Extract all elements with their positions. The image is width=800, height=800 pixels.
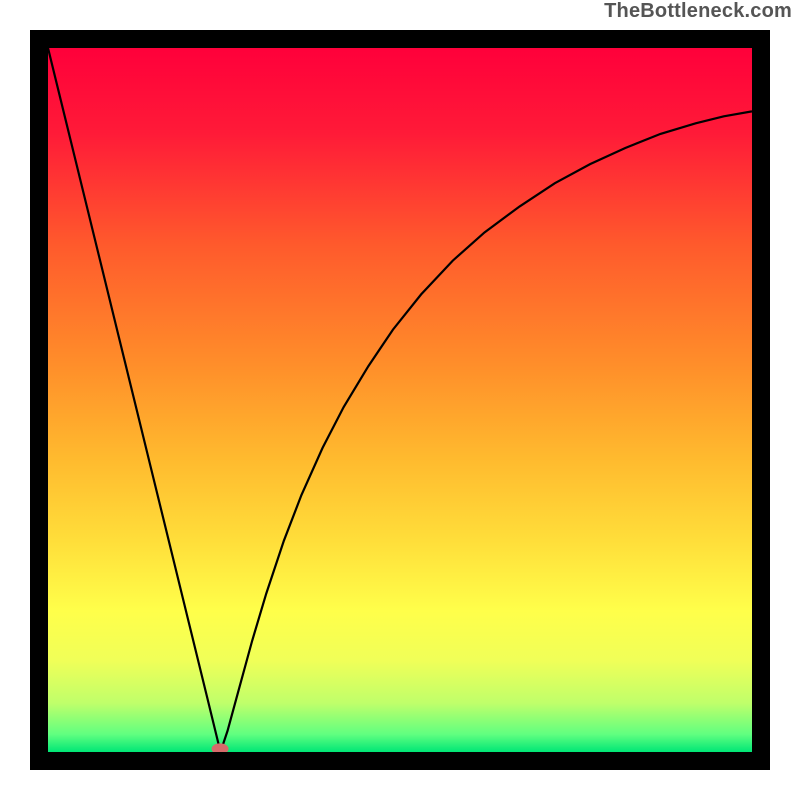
bottleneck-curve (48, 48, 752, 752)
chart-frame (30, 30, 770, 770)
plot-area (48, 48, 752, 752)
curve-svg (48, 48, 752, 752)
minimum-marker (212, 744, 229, 752)
watermark-text: TheBottleneck.com (604, 0, 792, 23)
chart-container: TheBottleneck.com (0, 0, 800, 800)
